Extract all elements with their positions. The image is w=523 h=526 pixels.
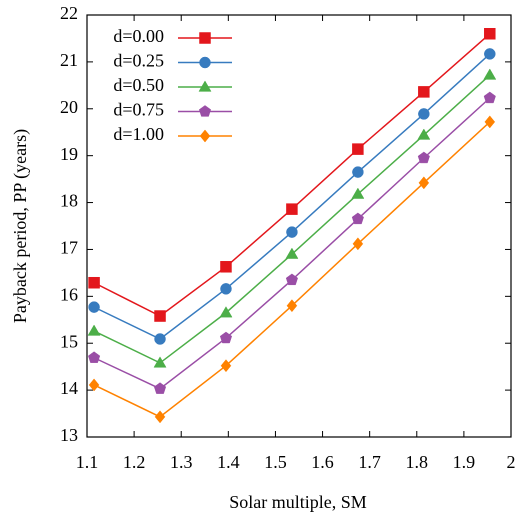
marker	[483, 68, 497, 80]
marker	[351, 212, 364, 225]
y-tick-label: 16	[60, 284, 78, 304]
marker	[418, 86, 430, 98]
marker	[352, 166, 364, 178]
y-tick-label: 20	[60, 97, 78, 117]
y-tick-label: 19	[60, 144, 78, 164]
legend-label: d=0.25	[113, 51, 164, 71]
marker	[199, 32, 211, 44]
marker	[199, 129, 211, 143]
marker	[484, 48, 496, 60]
marker	[483, 91, 496, 104]
x-tick-label: 2	[507, 452, 516, 472]
marker	[154, 410, 166, 424]
marker	[220, 283, 232, 295]
y-tick-label: 14	[60, 378, 78, 398]
x-axis-label: Solar multiple, SM	[229, 492, 367, 512]
y-tick-label: 21	[60, 50, 78, 70]
marker	[417, 128, 431, 140]
marker	[88, 378, 100, 392]
marker	[352, 237, 364, 251]
x-tick-label: 1.2	[123, 452, 146, 472]
y-tick-label: 22	[60, 3, 78, 23]
marker	[286, 226, 298, 238]
x-tick-label: 1.8	[406, 452, 429, 472]
x-tick-label: 1.1	[76, 452, 99, 472]
marker	[285, 247, 299, 259]
series-line	[93, 121, 491, 418]
marker	[154, 333, 166, 345]
marker	[153, 382, 167, 394]
x-tick-label: 1.4	[217, 452, 240, 472]
marker	[286, 203, 298, 215]
marker	[154, 310, 166, 322]
marker	[220, 359, 232, 373]
marker	[198, 80, 212, 92]
marker	[484, 115, 496, 129]
x-tick-label: 1.7	[358, 452, 381, 472]
series-line	[93, 53, 491, 340]
marker	[88, 351, 101, 363]
y-tick-label: 13	[60, 425, 78, 445]
marker	[153, 356, 167, 368]
marker	[199, 56, 211, 69]
marker	[87, 324, 101, 336]
marker	[88, 301, 100, 313]
x-tick-label: 1.5	[264, 452, 287, 472]
legend-label: d=0.75	[113, 100, 164, 120]
plot-frame	[86, 14, 512, 438]
y-tick-label: 18	[60, 191, 78, 211]
marker	[198, 105, 212, 117]
x-tick-label: 1.6	[311, 452, 334, 472]
marker	[286, 299, 298, 313]
marker	[417, 151, 430, 164]
marker	[418, 108, 430, 120]
legend-label: d=0.50	[113, 75, 164, 95]
y-tick-label: 17	[60, 238, 78, 258]
marker	[285, 273, 298, 286]
marker	[219, 306, 233, 318]
marker	[220, 261, 232, 273]
y-tick-label: 15	[60, 331, 78, 351]
marker	[351, 187, 365, 199]
x-tick-label: 1.9	[453, 452, 476, 472]
marker	[418, 176, 430, 190]
x-tick-label: 1.3	[170, 452, 193, 472]
marker	[88, 276, 100, 289]
y-axis-label: Payback period, PP (years)	[10, 129, 31, 323]
marker	[484, 28, 496, 40]
marker	[352, 143, 364, 155]
legend-label: d=0.00	[113, 26, 164, 46]
marker	[219, 331, 233, 344]
legend-label: d=1.00	[113, 124, 164, 144]
